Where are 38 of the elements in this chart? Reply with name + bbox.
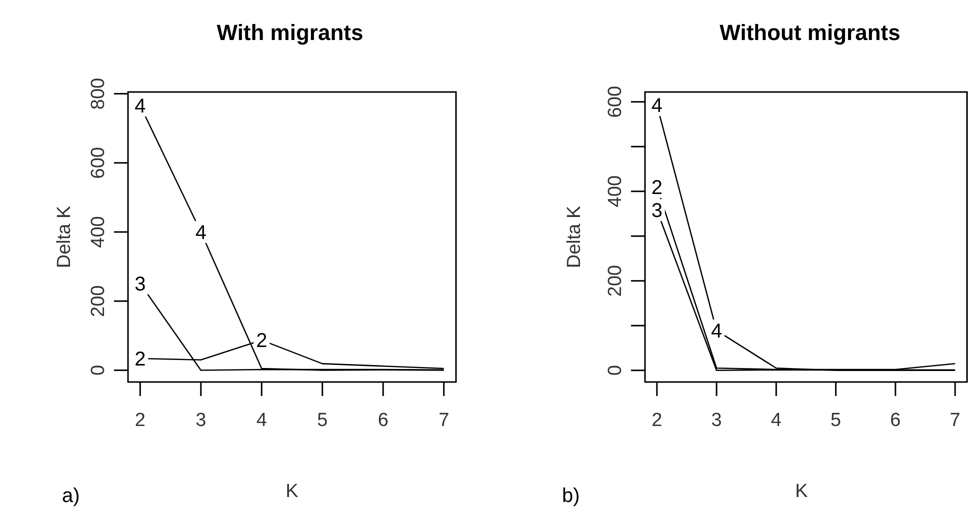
x-tick-label: 4: [770, 410, 782, 431]
y-tick-label: 400: [88, 216, 109, 248]
x-tick-label: 5: [830, 410, 842, 431]
x-tick-label: 6: [378, 410, 388, 431]
text: 4: [710, 320, 722, 343]
y-tick-label: 400: [605, 176, 626, 208]
y-tick-label: 0: [88, 364, 109, 376]
x-tick-label: 7: [950, 410, 960, 431]
x-tick-label: 7: [438, 410, 450, 431]
x-tick-label: 2: [652, 410, 662, 431]
x-axis-title: K: [795, 481, 808, 502]
y-tick-label: 0: [605, 365, 626, 376]
y-tick-label: 200: [605, 265, 626, 297]
x-tick-label: 6: [890, 410, 901, 431]
chart-title: With migrants: [216, 20, 364, 45]
y-axis-title: Delta K: [564, 206, 585, 268]
series-label: 3: [134, 273, 146, 296]
x-tick-label: 4: [256, 410, 268, 431]
text: 2: [134, 348, 146, 370]
text: b): [562, 485, 580, 507]
series-label: 2: [651, 176, 662, 199]
x-axis-title: K: [286, 481, 299, 502]
series-label: 4: [651, 94, 662, 117]
x-tick-label: 3: [711, 410, 722, 431]
y-tick-label: 600: [605, 86, 626, 118]
y-tick-label: 800: [88, 78, 109, 110]
x-tick-label: 2: [134, 410, 146, 431]
x-tick-label: 3: [196, 410, 206, 431]
series-label: 4: [134, 95, 146, 118]
y-tick-label: 600: [88, 147, 109, 179]
chart-title: Without migrants: [720, 20, 900, 45]
y-axis-title: Delta K: [54, 206, 75, 268]
series-label: 3: [651, 200, 662, 222]
text: 4: [195, 222, 206, 244]
series-label: 2: [256, 330, 268, 352]
x-tick-label: 5: [317, 410, 328, 431]
y-tick-label: 200: [88, 285, 109, 317]
text: a): [62, 485, 80, 507]
